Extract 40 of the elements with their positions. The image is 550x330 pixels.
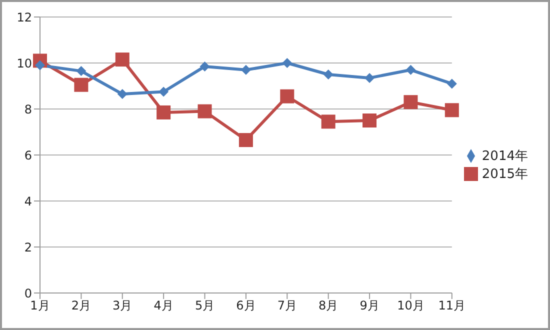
- x-tick-label: 1月: [30, 298, 50, 313]
- x-tick-label: 8月: [318, 298, 338, 313]
- y-tick-label: 0: [24, 286, 32, 300]
- point: [282, 58, 292, 68]
- point: [200, 61, 210, 72]
- point: [115, 52, 130, 67]
- x-tick-label: 6月: [236, 298, 256, 313]
- y-tick-label: 2: [24, 240, 32, 254]
- x-tick-label: 7月: [277, 298, 297, 313]
- point: [158, 86, 169, 97]
- point: [406, 64, 416, 75]
- x-tick-label: 10月: [397, 298, 424, 313]
- point: [240, 64, 251, 75]
- point: [404, 95, 418, 110]
- point: [76, 66, 86, 76]
- point: [280, 89, 294, 104]
- y-tick-label: 10: [16, 56, 32, 70]
- point: [323, 70, 334, 80]
- point: [74, 78, 88, 92]
- x-tick-label: 4月: [154, 298, 174, 313]
- y-tick-label: 12: [16, 10, 32, 24]
- y-tick-label: 4: [24, 194, 32, 208]
- point: [362, 114, 377, 128]
- point: [446, 78, 457, 89]
- point: [117, 89, 128, 100]
- x-tick-label: 3月: [112, 298, 132, 313]
- y-tick-label: 6: [24, 148, 32, 162]
- point: [444, 103, 459, 118]
- legend-label: 2014年: [482, 149, 528, 164]
- legend-label: 2015年: [482, 167, 528, 182]
- x-tick-label: 5月: [194, 298, 215, 313]
- point: [321, 114, 336, 129]
- x-tick-label: 2月: [71, 298, 92, 313]
- point: [238, 133, 253, 148]
- y-tick-label: 8: [24, 102, 32, 116]
- point: [364, 72, 375, 83]
- x-tick-label: 11月: [438, 298, 466, 313]
- point: [198, 104, 212, 118]
- x-tick-label: 9月: [360, 298, 380, 313]
- point: [156, 105, 171, 120]
